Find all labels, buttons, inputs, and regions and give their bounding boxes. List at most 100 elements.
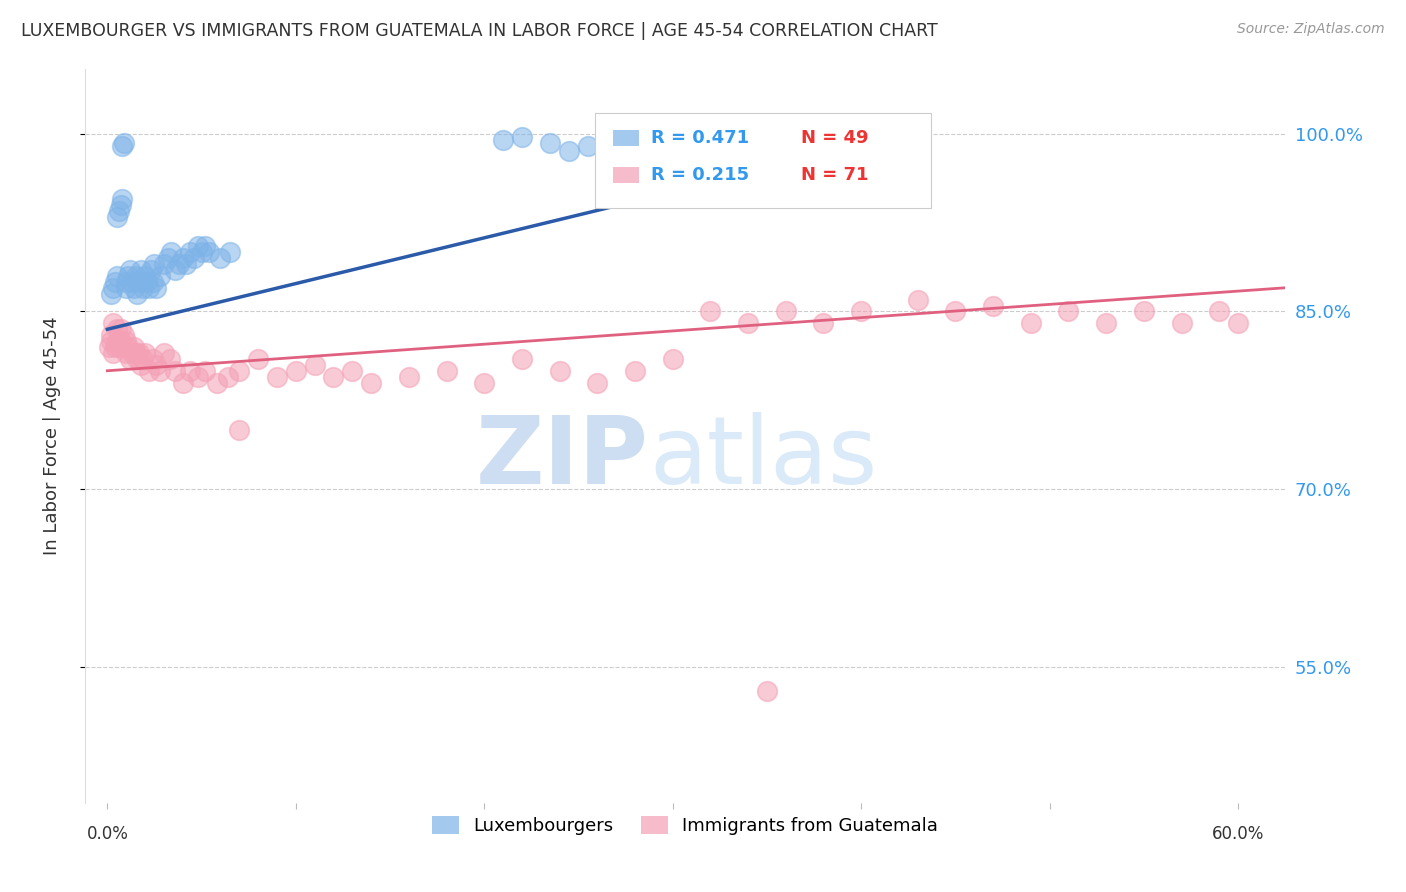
Point	[105, 334, 128, 348]
Text: Source: ZipAtlas.com: Source: ZipAtlas.com	[1237, 22, 1385, 37]
Point	[142, 275, 165, 289]
Point	[284, 364, 307, 378]
Point	[142, 351, 165, 366]
Point	[105, 210, 128, 224]
Point	[981, 299, 1004, 313]
Point	[124, 268, 146, 283]
Point	[134, 346, 156, 360]
Point	[266, 369, 288, 384]
Point	[342, 364, 364, 378]
Point	[176, 257, 198, 271]
Point	[198, 245, 221, 260]
Point	[510, 130, 533, 145]
Point	[127, 351, 149, 366]
Point	[160, 245, 183, 260]
Point	[112, 136, 135, 151]
Point	[398, 369, 420, 384]
Point	[121, 346, 143, 360]
Legend: Luxembourgers, Immigrants from Guatemala: Luxembourgers, Immigrants from Guatemala	[425, 808, 945, 842]
Point	[149, 364, 172, 378]
Point	[156, 251, 179, 265]
Point	[104, 275, 127, 289]
Point	[128, 275, 150, 289]
Point	[172, 251, 194, 265]
Point	[510, 351, 533, 366]
Point	[107, 203, 129, 218]
Point	[194, 364, 217, 378]
Point	[849, 304, 872, 318]
Point	[737, 317, 759, 331]
Point	[145, 358, 167, 372]
Point	[538, 136, 561, 151]
Point	[111, 340, 134, 354]
Point	[110, 198, 132, 212]
Point	[1019, 317, 1042, 331]
Point	[111, 192, 134, 206]
Point	[624, 364, 647, 378]
Point	[110, 334, 132, 348]
Point	[228, 423, 250, 437]
Point	[167, 257, 190, 271]
Point	[98, 340, 121, 354]
Point	[159, 351, 181, 366]
Point	[661, 351, 683, 366]
Point	[100, 328, 122, 343]
Point	[492, 133, 515, 147]
Point	[165, 263, 187, 277]
Point	[100, 286, 122, 301]
Point	[165, 364, 187, 378]
Point	[145, 281, 167, 295]
Text: ZIP: ZIP	[477, 412, 650, 504]
Point	[172, 376, 194, 390]
Y-axis label: In Labor Force | Age 45-54: In Labor Force | Age 45-54	[44, 317, 60, 555]
Point	[129, 358, 152, 372]
Point	[699, 304, 721, 318]
Point	[813, 317, 835, 331]
Point	[558, 145, 581, 159]
Point	[548, 364, 571, 378]
Point	[436, 364, 458, 378]
Text: N = 71: N = 71	[801, 166, 869, 184]
Point	[112, 328, 135, 343]
Point	[1208, 304, 1230, 318]
Text: LUXEMBOURGER VS IMMIGRANTS FROM GUATEMALA IN LABOR FORCE | AGE 45-54 CORRELATION: LUXEMBOURGER VS IMMIGRANTS FROM GUATEMAL…	[21, 22, 938, 40]
Point	[218, 245, 240, 260]
Point	[755, 683, 778, 698]
Point	[115, 334, 138, 348]
Point	[110, 322, 132, 336]
Point	[322, 369, 344, 384]
Text: R = 0.471: R = 0.471	[651, 129, 749, 147]
Text: 60.0%: 60.0%	[1212, 825, 1264, 843]
Point	[1170, 317, 1192, 331]
Point	[118, 351, 141, 366]
Point	[129, 263, 152, 277]
Point	[115, 281, 138, 295]
Point	[1227, 317, 1250, 331]
Text: 0.0%: 0.0%	[86, 825, 128, 843]
Point	[138, 281, 160, 295]
Point	[139, 263, 162, 277]
Point	[179, 245, 201, 260]
Point	[115, 346, 138, 360]
Point	[132, 281, 155, 295]
Point	[194, 239, 217, 253]
Point	[228, 364, 250, 378]
Point	[132, 351, 155, 366]
Point	[101, 346, 124, 360]
Text: atlas: atlas	[650, 412, 877, 504]
Point	[115, 275, 138, 289]
Point	[104, 340, 127, 354]
FancyBboxPatch shape	[613, 130, 640, 146]
Point	[576, 138, 599, 153]
Text: N = 49: N = 49	[801, 129, 869, 147]
Point	[586, 376, 609, 390]
Point	[101, 317, 124, 331]
Point	[190, 245, 212, 260]
Point	[121, 275, 143, 289]
Point	[187, 239, 209, 253]
Point	[153, 346, 176, 360]
Point	[138, 364, 160, 378]
Point	[143, 257, 166, 271]
Point	[209, 251, 232, 265]
FancyBboxPatch shape	[613, 167, 640, 183]
